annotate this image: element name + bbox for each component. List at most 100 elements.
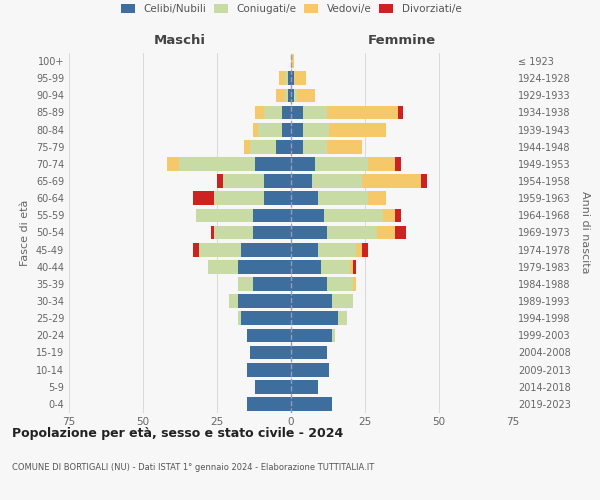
Bar	[291, 157, 314, 171]
Bar	[326, 106, 398, 120]
Bar	[291, 72, 294, 85]
Bar	[320, 260, 350, 274]
Bar	[377, 226, 395, 239]
Bar	[291, 277, 326, 291]
Bar	[179, 157, 256, 171]
Bar	[265, 174, 291, 188]
Bar	[326, 226, 377, 239]
Bar	[193, 192, 214, 205]
Bar	[332, 294, 353, 308]
Bar	[353, 277, 356, 291]
Bar	[208, 260, 238, 274]
Bar	[276, 140, 291, 153]
Bar	[167, 157, 179, 171]
Bar	[323, 208, 383, 222]
Bar	[265, 192, 291, 205]
Bar	[256, 106, 265, 120]
Bar	[395, 226, 406, 239]
Bar	[238, 277, 253, 291]
Bar	[288, 72, 291, 85]
Bar	[326, 277, 353, 291]
Bar	[214, 192, 265, 205]
Bar	[250, 140, 276, 153]
Bar	[238, 260, 291, 274]
Bar	[291, 174, 312, 188]
Bar	[291, 208, 323, 222]
Bar	[291, 328, 332, 342]
Bar	[291, 106, 303, 120]
Bar	[291, 192, 317, 205]
Bar	[253, 123, 259, 136]
Bar	[196, 208, 253, 222]
Bar	[223, 174, 265, 188]
Bar	[338, 312, 347, 325]
Bar	[282, 106, 291, 120]
Bar	[362, 243, 368, 256]
Bar	[265, 106, 282, 120]
Bar	[291, 226, 326, 239]
Bar	[214, 226, 253, 239]
Bar	[193, 243, 199, 256]
Bar	[383, 208, 395, 222]
Bar	[329, 123, 386, 136]
Bar	[285, 88, 288, 102]
Bar	[253, 226, 291, 239]
Text: Femmine: Femmine	[368, 34, 436, 48]
Bar	[362, 174, 421, 188]
Bar	[288, 88, 291, 102]
Bar	[282, 123, 291, 136]
Legend: Celibi/Nubili, Coniugati/e, Vedovi/e, Divorziati/e: Celibi/Nubili, Coniugati/e, Vedovi/e, Di…	[118, 2, 464, 16]
Bar	[253, 277, 291, 291]
Bar	[291, 243, 317, 256]
Bar	[291, 294, 332, 308]
Bar	[241, 312, 291, 325]
Bar	[291, 54, 294, 68]
Bar	[229, 294, 238, 308]
Bar	[291, 312, 338, 325]
Bar	[256, 380, 291, 394]
Text: Maschi: Maschi	[154, 34, 206, 48]
Bar	[350, 260, 353, 274]
Bar	[276, 88, 285, 102]
Bar	[211, 226, 214, 239]
Bar	[314, 157, 368, 171]
Bar	[253, 208, 291, 222]
Bar	[291, 346, 326, 360]
Bar	[303, 106, 326, 120]
Bar	[395, 157, 401, 171]
Bar	[238, 312, 241, 325]
Bar	[291, 260, 320, 274]
Bar	[303, 140, 326, 153]
Bar	[244, 140, 250, 153]
Bar	[398, 106, 403, 120]
Bar	[241, 243, 291, 256]
Bar	[317, 192, 368, 205]
Text: Popolazione per età, sesso e stato civile - 2024: Popolazione per età, sesso e stato civil…	[12, 428, 343, 440]
Bar	[353, 260, 356, 274]
Bar	[368, 157, 395, 171]
Bar	[332, 328, 335, 342]
Bar	[356, 243, 362, 256]
Bar	[247, 363, 291, 376]
Y-axis label: Anni di nascita: Anni di nascita	[580, 191, 590, 274]
Bar	[256, 157, 291, 171]
Bar	[421, 174, 427, 188]
Bar	[247, 328, 291, 342]
Bar	[395, 208, 401, 222]
Bar	[291, 88, 294, 102]
Y-axis label: Fasce di età: Fasce di età	[20, 200, 30, 266]
Bar	[297, 88, 314, 102]
Bar	[312, 174, 362, 188]
Bar	[291, 363, 329, 376]
Bar	[217, 174, 223, 188]
Bar	[368, 192, 386, 205]
Bar	[317, 243, 356, 256]
Bar	[291, 140, 303, 153]
Bar	[238, 294, 291, 308]
Bar	[199, 243, 241, 256]
Bar	[259, 123, 282, 136]
Bar	[285, 72, 288, 85]
Bar	[291, 380, 317, 394]
Bar	[303, 123, 329, 136]
Bar	[291, 123, 303, 136]
